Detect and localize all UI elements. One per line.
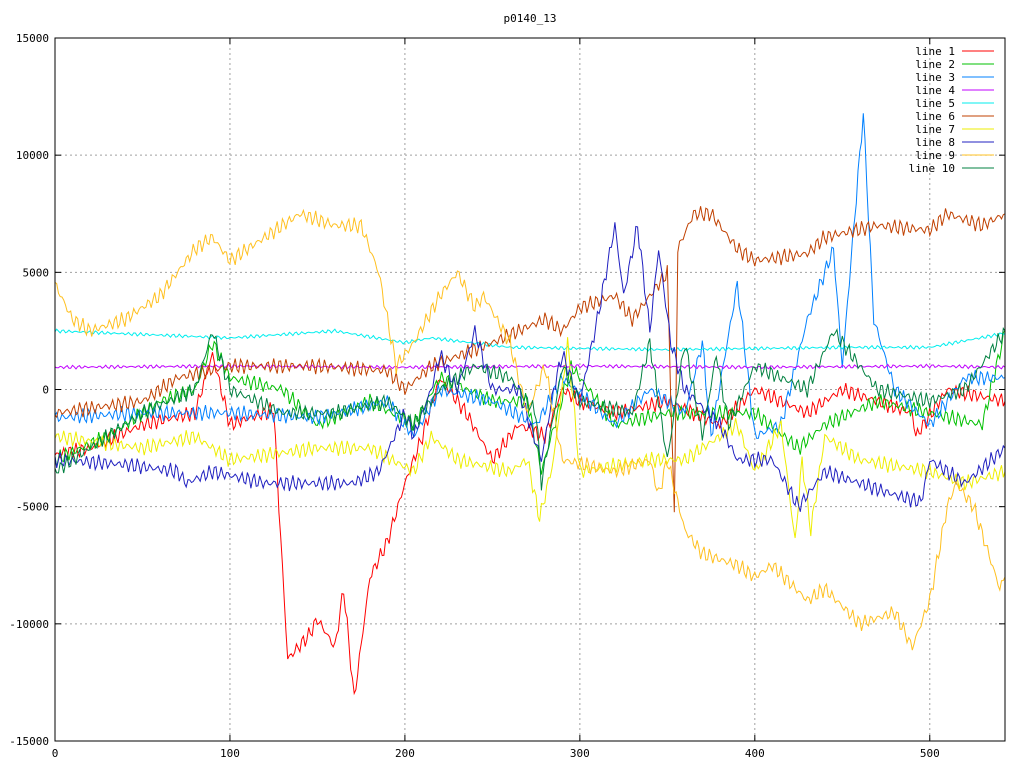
legend-label: line 5	[915, 97, 955, 110]
series-line-3	[54, 113, 1006, 439]
y-tick-label: 5000	[23, 266, 50, 279]
legend-label: line 7	[915, 123, 955, 136]
y-tick-label: -15000	[9, 735, 49, 748]
chart-title: p0140_13	[504, 12, 557, 25]
y-tick-label: -10000	[9, 618, 49, 631]
legend-label: line 4	[915, 84, 955, 97]
y-tick-label: 10000	[16, 149, 49, 162]
x-tick-label: 300	[570, 747, 590, 760]
x-tick-label: 0	[52, 747, 59, 760]
series-line-4	[54, 363, 1006, 370]
y-tick-label: 0	[42, 384, 49, 397]
x-tick-label: 200	[395, 747, 415, 760]
grid	[55, 38, 1005, 741]
series-line-5	[54, 328, 1006, 352]
series-line-9	[54, 208, 1006, 651]
y-tick-label: 15000	[16, 32, 49, 45]
series-line-2	[54, 330, 1006, 475]
legend-label: line 2	[915, 58, 955, 71]
legend-label: line 1	[915, 45, 955, 58]
x-tick-label: 500	[920, 747, 940, 760]
series-line-8	[54, 222, 1006, 512]
series-line-1	[54, 352, 1006, 696]
series-line-6	[54, 206, 1006, 513]
legend-label: line 6	[915, 110, 955, 123]
plot-frame	[54, 37, 1006, 742]
series-line-7	[54, 337, 1006, 539]
legend-label: line 8	[915, 136, 955, 149]
axis-ticks: 0 100 200 300 400 500 -15000 -10000 -5000 0 5000 10…	[9, 32, 1005, 760]
x-tick-label: 400	[745, 747, 765, 760]
x-tick-label: 100	[220, 747, 240, 760]
series-line-10	[54, 327, 1006, 491]
series-lines	[54, 113, 1006, 696]
legend-label: line 10	[909, 162, 955, 175]
y-tick-label: -5000	[16, 501, 49, 514]
legend-label: line 9	[915, 149, 955, 162]
legend-label: line 3	[915, 71, 955, 84]
